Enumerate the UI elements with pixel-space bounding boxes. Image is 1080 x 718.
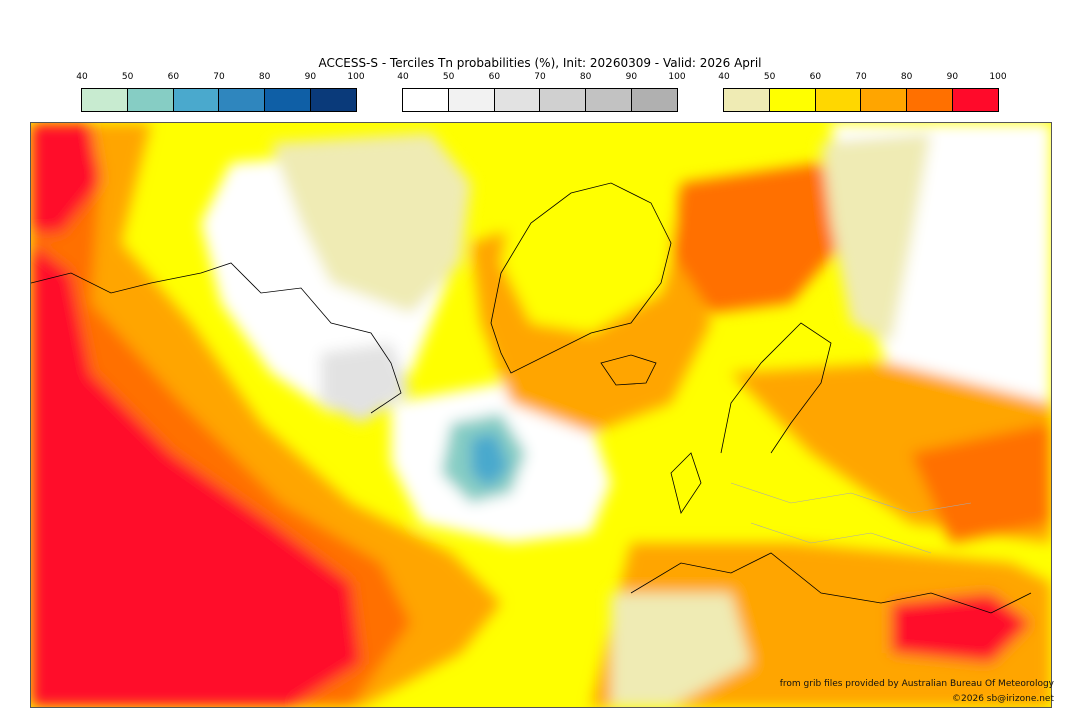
legend-swatch (769, 89, 816, 111)
legend-tick-label: 100 (668, 72, 686, 82)
region-grey-canada (321, 343, 411, 423)
legend-swatch (219, 89, 266, 111)
legend-tick-label: 100 (347, 72, 365, 82)
legend-tick-label: 60 (809, 72, 822, 82)
coast-british-isles (670, 452, 702, 514)
legend-tick-label: 50 (121, 72, 134, 82)
legend-swatch (815, 89, 862, 111)
coast-scandinavia (720, 322, 832, 454)
copyright-credit: ©2026 sb@irizone.net (952, 694, 1054, 704)
legend-swatch (632, 89, 677, 111)
legend-tick-label: 40 (397, 72, 409, 82)
legend-tick-label: 40 (76, 72, 88, 82)
region-darkorange-europe (911, 423, 1051, 543)
legend-ticks: 40 50 60 70 80 90 100 (718, 72, 1006, 84)
legend-tick-label: 50 (763, 72, 776, 82)
legend-tick-label: 90 (946, 72, 959, 82)
coastlines (31, 182, 1032, 614)
region-red-northwest (31, 123, 101, 233)
region-tan-siberia (821, 133, 931, 343)
region-darkorange-arctic (671, 163, 851, 313)
coast-europe-south (630, 552, 1032, 614)
legend-near-normal: 40 50 60 70 80 90 100 (397, 72, 686, 112)
legend-swatch (724, 89, 770, 111)
legend-colorbar (402, 88, 678, 112)
legend-swatch (173, 89, 220, 111)
legend-swatch (953, 89, 998, 111)
legend-tick-label: 90 (625, 72, 638, 82)
legend-tick-label: 40 (718, 72, 730, 82)
coast-greenland (490, 182, 672, 374)
legend-swatch (861, 89, 908, 111)
source-credit: from grib files provided by Australian B… (779, 679, 1054, 689)
legend-swatch (907, 89, 954, 111)
region-tan-canada (271, 133, 471, 313)
legend-swatch (82, 89, 128, 111)
legend-tick-label: 70 (213, 72, 225, 82)
coast-north-america (31, 262, 402, 414)
legend-swatch (586, 89, 633, 111)
legend-colorbar (81, 88, 357, 112)
map-title: ACCESS-S - Terciles Tn probabilities (%)… (318, 56, 762, 70)
region-red-atlantic (31, 243, 361, 707)
legend-tick-label: 70 (855, 72, 867, 82)
legend-swatch (448, 89, 495, 111)
legend-swatch (127, 89, 174, 111)
legend-ticks: 40 50 60 70 80 90 100 (397, 72, 685, 84)
legend-tick-label: 100 (989, 72, 1007, 82)
legend-swatch (265, 89, 312, 111)
coast-iceland (600, 354, 657, 386)
legend-colorbar (723, 88, 999, 112)
legend-swatch (494, 89, 541, 111)
legend-tick-label: 70 (534, 72, 546, 82)
legend-above-normal: 40 50 60 70 80 90 100 (718, 72, 1007, 112)
region-blue-atlantic (471, 433, 509, 488)
legend-ticks: 40 50 60 70 80 90 100 (76, 72, 364, 84)
legend-tick-label: 80 (579, 72, 592, 82)
legend-swatch (403, 89, 449, 111)
region-borders (730, 482, 972, 554)
legend-below-normal: 40 50 60 70 80 90 100 (76, 72, 365, 112)
legend-tick-label: 90 (304, 72, 317, 82)
probability-map (30, 122, 1052, 708)
legend-tick-label: 80 (258, 72, 271, 82)
legend-swatch (540, 89, 587, 111)
region-yellow-greenland (501, 183, 681, 333)
legend-tick-label: 60 (167, 72, 180, 82)
region-tan-africa (611, 593, 751, 707)
legend-tick-label: 60 (488, 72, 501, 82)
legend-tick-label: 80 (900, 72, 913, 82)
legend-tick-label: 50 (442, 72, 455, 82)
legend-swatch (311, 89, 356, 111)
